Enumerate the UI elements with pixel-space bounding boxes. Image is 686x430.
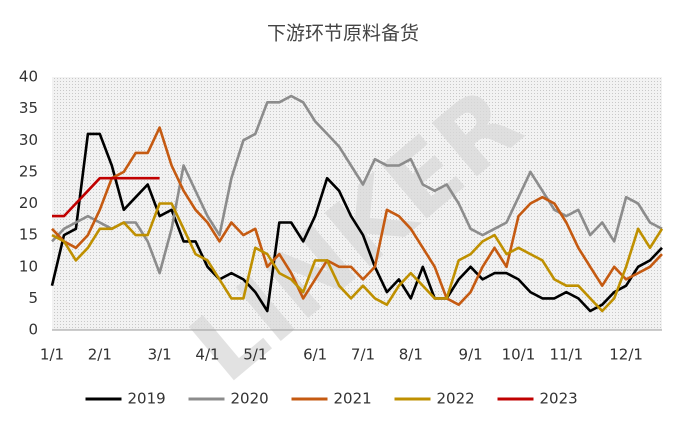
y-tick-label: 5 — [28, 289, 38, 307]
y-tick-label: 0 — [28, 321, 38, 339]
y-tick-label: 30 — [19, 131, 38, 149]
x-tick-label: 4/1 — [195, 346, 219, 364]
x-tick-label: 10/1 — [502, 346, 536, 364]
x-tick-label: 12/1 — [609, 346, 643, 364]
x-tick-label: 3/1 — [148, 346, 172, 364]
y-tick-label: 20 — [19, 194, 38, 212]
series-line — [51, 202, 664, 313]
x-tick-label: 11/1 — [549, 346, 583, 364]
y-tick-label: 35 — [19, 99, 38, 117]
x-tick-label: 5/1 — [243, 346, 267, 364]
chart-title: 下游环节原料备货 — [267, 23, 419, 45]
legend-label: 2022 — [437, 390, 475, 408]
legend-label: 2021 — [334, 390, 372, 408]
y-tick-label: 15 — [19, 226, 38, 244]
x-tick-label: 2/1 — [88, 346, 112, 364]
y-tick-label: 25 — [19, 162, 38, 180]
legend-label: 2020 — [231, 390, 269, 408]
legend-label: 2019 — [128, 390, 166, 408]
series-line — [51, 126, 663, 306]
x-tick-label: 7/1 — [351, 346, 375, 364]
x-tick-label: 8/1 — [399, 346, 423, 364]
series-line — [50, 132, 663, 313]
x-tick-label: 1/1 — [40, 346, 64, 364]
y-tick-label: 10 — [19, 257, 38, 275]
legend-label: 2023 — [540, 390, 578, 408]
y-tick-label: 40 — [19, 68, 38, 86]
x-tick-label: 6/1 — [303, 346, 327, 364]
series-line — [52, 176, 160, 218]
x-tick-label: 9/1 — [459, 346, 483, 364]
